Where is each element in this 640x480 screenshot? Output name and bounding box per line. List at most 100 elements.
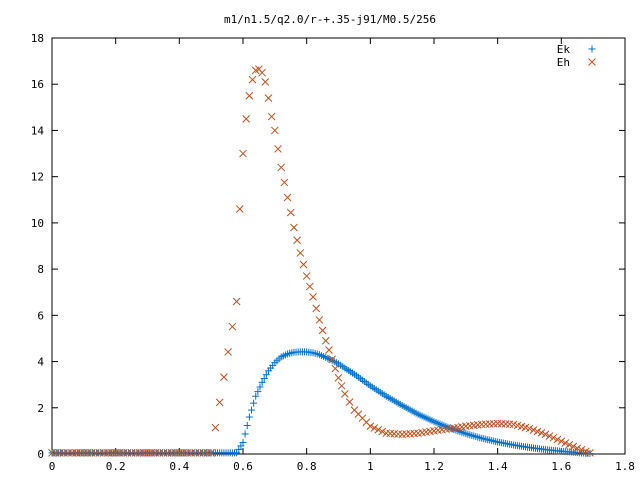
- point-cross-marker: [207, 448, 216, 457]
- point-cross-marker: [565, 440, 574, 449]
- point-cross-marker: [302, 272, 311, 280]
- series-ek: [48, 348, 594, 458]
- point-cross-marker: [296, 249, 305, 257]
- point-cross-marker: [577, 445, 586, 454]
- point-cross-marker: [378, 427, 387, 436]
- x-tick-label: 0.6: [233, 460, 253, 473]
- x-tick-label: 1: [367, 460, 374, 473]
- point-cross-marker: [331, 364, 340, 373]
- point-cross-marker: [267, 112, 276, 121]
- point-plus-marker: [254, 388, 262, 396]
- x-tick-label: 0.2: [106, 460, 126, 473]
- point-plus-marker: [239, 438, 247, 446]
- series-eh: [48, 65, 594, 457]
- x-tick-label: 0.8: [297, 460, 317, 473]
- point-plus-marker: [245, 413, 253, 421]
- y-tick-label: 18: [31, 32, 44, 45]
- point-cross-marker: [318, 326, 327, 335]
- point-cross-marker: [283, 193, 292, 202]
- axis-ticks: [51, 37, 626, 455]
- y-tick-label: 2: [37, 402, 44, 415]
- x-tick-label: 0: [49, 460, 56, 473]
- point-plus-marker: [260, 375, 268, 383]
- y-tick-label: 12: [31, 171, 44, 184]
- point-cross-marker: [309, 292, 317, 301]
- point-cross-marker: [545, 432, 554, 440]
- point-cross-marker: [228, 322, 237, 331]
- point-cross-marker: [293, 236, 301, 245]
- point-cross-marker: [553, 435, 562, 444]
- plot-border: [51, 37, 626, 455]
- point-cross-marker: [541, 430, 550, 439]
- point-cross-marker: [258, 68, 266, 77]
- point-cross-marker: [334, 373, 343, 382]
- point-cross-marker: [248, 75, 257, 84]
- point-plus-marker: [262, 371, 270, 379]
- point-cross-marker: [341, 390, 349, 398]
- data-marks: [48, 65, 594, 458]
- point-cross-marker: [274, 145, 282, 153]
- y-tick-label: 8: [37, 263, 44, 276]
- point-cross-marker: [245, 91, 254, 100]
- legend-plus-marker: [588, 45, 596, 53]
- point-plus-marker: [241, 430, 249, 438]
- point-cross-marker: [533, 427, 542, 436]
- point-cross-marker: [239, 149, 247, 158]
- point-cross-marker: [581, 447, 590, 456]
- point-cross-marker: [321, 336, 330, 345]
- point-cross-marker: [315, 316, 324, 324]
- point-cross-marker: [549, 433, 558, 442]
- point-plus-marker: [247, 406, 255, 414]
- point-cross-marker: [211, 423, 220, 432]
- x-tick-labels: 0 0.2 0.4 0.6 0.8 1 1.2 1.4 1.6 1.8: [49, 460, 635, 473]
- point-cross-marker: [325, 346, 333, 354]
- point-cross-marker: [586, 448, 594, 457]
- point-cross-marker: [270, 126, 279, 135]
- y-tick-label: 0: [37, 448, 44, 461]
- y-tick-label: 4: [37, 356, 44, 369]
- point-cross-marker: [328, 355, 336, 364]
- point-cross-marker: [280, 178, 289, 187]
- point-cross-marker: [337, 381, 346, 390]
- legend-label: Ek: [557, 43, 571, 56]
- point-cross-marker: [299, 260, 308, 269]
- point-plus-marker: [250, 399, 258, 407]
- point-cross-marker: [557, 437, 566, 446]
- point-cross-marker: [561, 439, 570, 447]
- x-tick-label: 1.2: [424, 460, 444, 473]
- point-cross-marker: [224, 348, 232, 356]
- legend-label: Eh: [557, 56, 570, 69]
- point-cross-marker: [305, 282, 314, 291]
- point-cross-marker: [277, 163, 286, 172]
- point-cross-marker: [312, 304, 321, 313]
- point-cross-marker: [220, 373, 228, 382]
- point-cross-marker: [537, 429, 546, 437]
- point-plus-marker: [252, 392, 260, 400]
- point-cross-marker: [374, 425, 383, 434]
- point-cross-marker: [242, 115, 251, 123]
- point-cross-marker: [286, 208, 295, 217]
- point-cross-marker: [215, 398, 224, 407]
- point-plus-marker: [243, 421, 251, 429]
- x-tick-label: 0.4: [169, 460, 189, 473]
- y-tick-labels: 0 2 4 6 8 10 12 14 16 18: [31, 32, 45, 461]
- y-tick-label: 16: [31, 78, 44, 91]
- point-cross-marker: [529, 426, 538, 434]
- point-cross-marker: [345, 398, 354, 406]
- point-cross-marker: [235, 205, 244, 213]
- point-cross-marker: [370, 424, 379, 432]
- y-tick-label: 6: [37, 309, 44, 322]
- point-cross-marker: [261, 78, 270, 86]
- y-tick-label: 14: [31, 124, 45, 137]
- point-cross-marker: [264, 94, 273, 102]
- point-cross-marker: [232, 297, 241, 306]
- point-cross-marker: [366, 422, 375, 431]
- point-plus-marker: [256, 383, 264, 391]
- point-plus-marker: [258, 378, 266, 386]
- y-tick-label: 10: [31, 217, 44, 230]
- point-cross-marker: [525, 424, 534, 433]
- point-cross-marker: [573, 444, 582, 453]
- x-tick-label: 1.6: [551, 460, 571, 473]
- x-tick-label: 1.8: [615, 460, 635, 473]
